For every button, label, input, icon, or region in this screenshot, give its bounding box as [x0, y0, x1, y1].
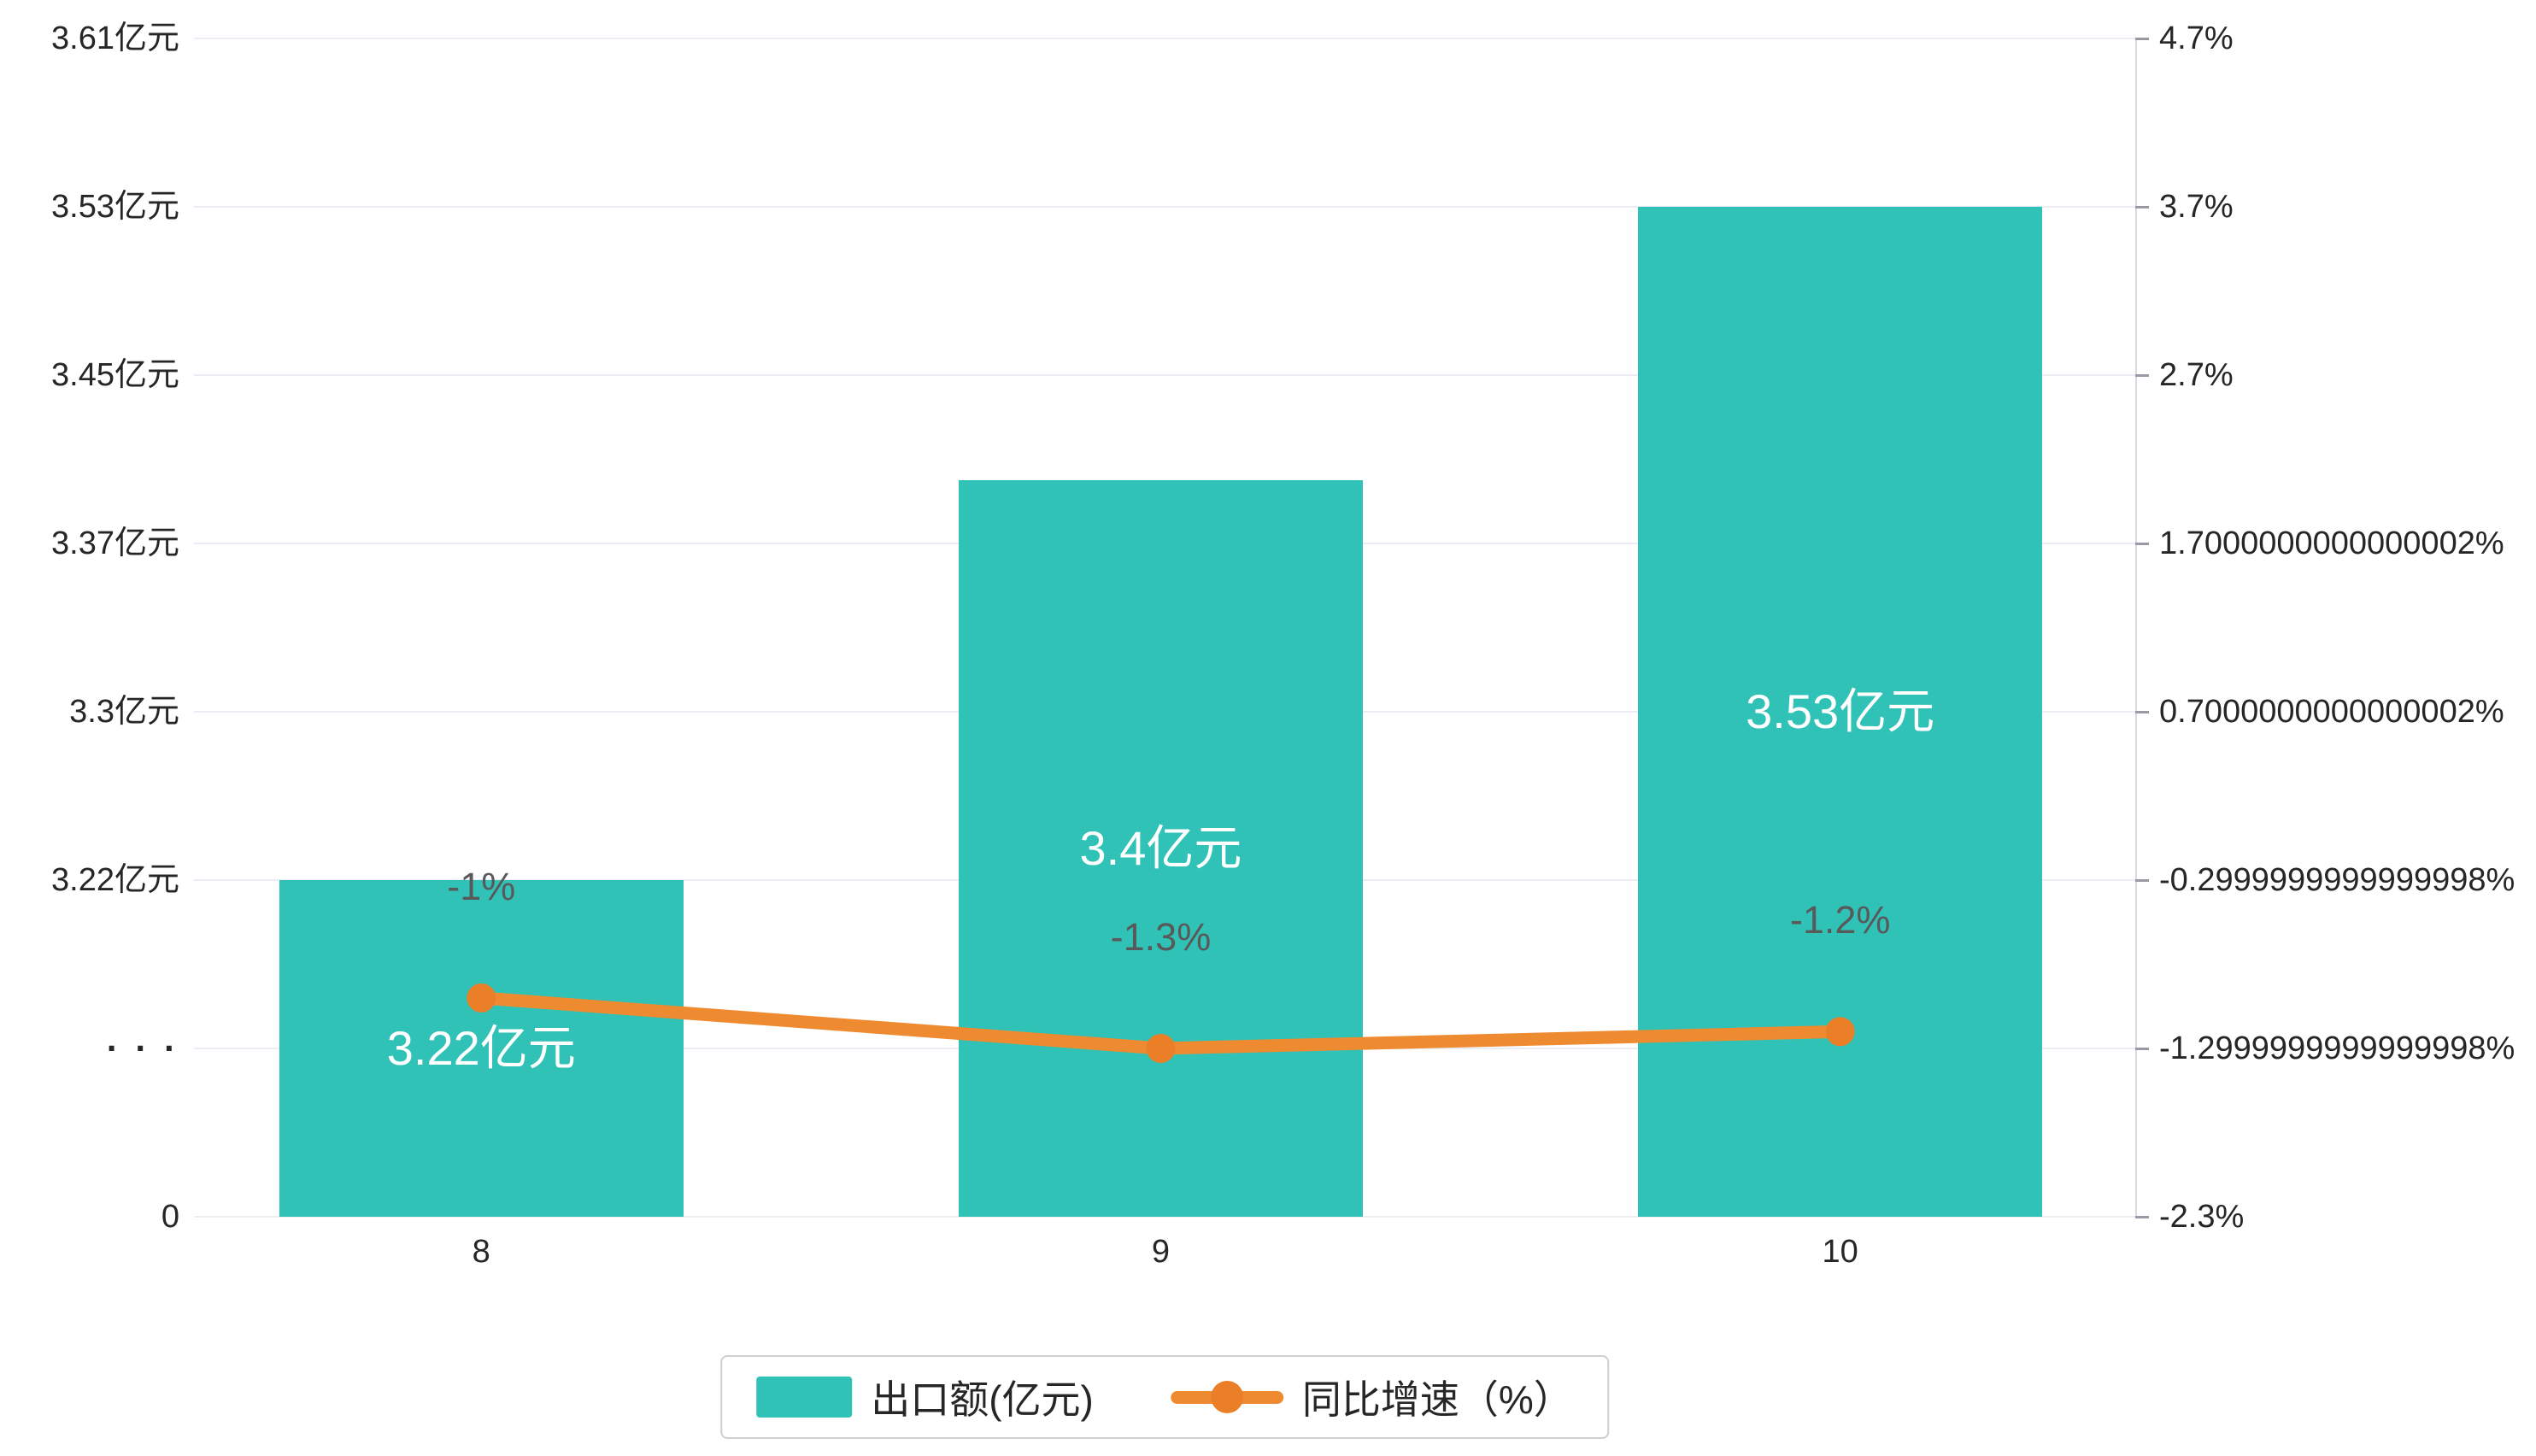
right-axis-tick-label: -2.3%	[2159, 1199, 2245, 1235]
right-axis-tick-label: 1.7000000000000002%	[2159, 525, 2504, 561]
growth-value-label: -1.2%	[1789, 898, 1891, 942]
right-axis-tick-label: -0.2999999999999998%	[2159, 862, 2515, 898]
gridline	[194, 1216, 2135, 1218]
gridline	[194, 206, 2135, 208]
bar-value-label: 3.4亿元	[1079, 821, 1242, 876]
left-axis-tick-label: 3.3亿元	[69, 694, 179, 730]
legend-item-export[interactable]: 出口额(亿元)	[756, 1369, 1094, 1425]
bar-swatch-icon	[756, 1377, 853, 1418]
right-axis-tick-mark	[2135, 711, 2149, 713]
line-swatch-dot-icon	[1210, 1381, 1243, 1413]
left-axis-tick-label: 3.37亿元	[51, 525, 179, 561]
legend-label-export: 出口额(亿元)	[871, 1377, 1094, 1422]
gridline	[194, 374, 2135, 376]
right-axis-tick-label: -1.2999999999999998%	[2159, 1030, 2515, 1066]
left-axis-tick-label: 3.61亿元	[51, 21, 179, 56]
right-axis-tick-mark	[2135, 1216, 2149, 1218]
line-swatch-icon	[1170, 1381, 1283, 1413]
x-axis-tick-label: 10	[1822, 1234, 1858, 1270]
right-axis-tick-mark	[2135, 543, 2149, 545]
right-axis-tick-label: 0.7000000000000002%	[2159, 694, 2504, 730]
right-axis-tick-mark	[2135, 38, 2149, 40]
right-axis-tick-label: 3.7%	[2159, 189, 2234, 225]
right-axis-line	[2135, 38, 2137, 1217]
right-axis-tick-mark	[2135, 374, 2149, 377]
bar-value-label: 3.22亿元	[386, 1021, 576, 1075]
right-axis-tick-label: 4.7%	[2159, 21, 2234, 56]
left-axis-break: · · ·	[106, 1028, 179, 1068]
gridline	[194, 38, 2135, 39]
left-axis-tick-label: 3.22亿元	[51, 862, 179, 898]
left-axis-tick-label: 3.53亿元	[51, 189, 179, 225]
bar-value-label: 3.53亿元	[1746, 684, 1935, 738]
legend-label-growth: 同比增速（%）	[1301, 1377, 1573, 1422]
growth-value-label: -1.3%	[1110, 915, 1212, 959]
right-axis-tick-mark	[2135, 206, 2149, 208]
growth-value-label: -1%	[447, 864, 516, 908]
left-axis-tick-label: 0	[161, 1199, 179, 1235]
export-bar[interactable]	[958, 480, 1363, 1217]
right-axis-tick-mark	[2135, 1048, 2149, 1050]
legend-item-growth[interactable]: 同比增速（%）	[1170, 1369, 1573, 1425]
x-axis-tick-label: 8	[472, 1234, 490, 1270]
right-axis-tick-label: 2.7%	[2159, 357, 2234, 393]
left-axis-tick-label: 3.45亿元	[51, 357, 179, 393]
legend: 出口额(亿元) 同比增速（%）	[720, 1355, 1609, 1439]
x-axis-tick-label: 9	[1151, 1234, 1171, 1270]
right-axis-tick-mark	[2135, 879, 2149, 882]
